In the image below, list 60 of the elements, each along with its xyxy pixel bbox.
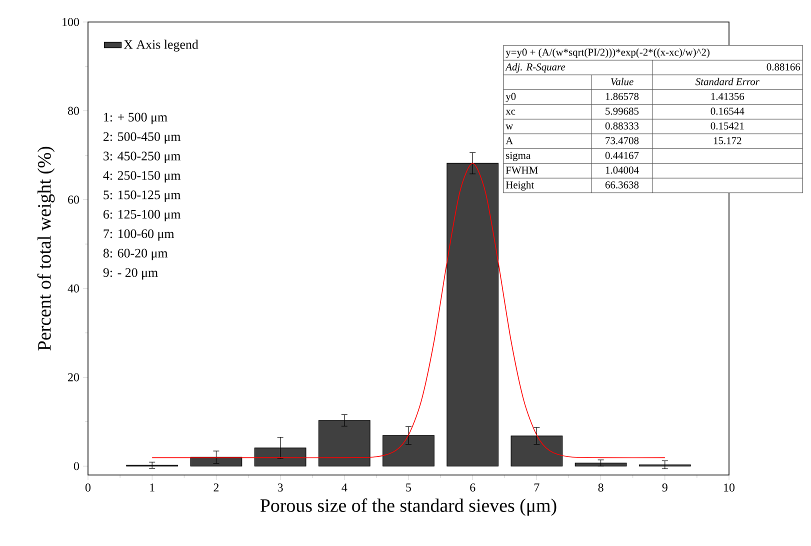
- y-tick-label: 60: [68, 196, 80, 204]
- annotation: 8: 60-20 μm: [103, 248, 168, 260]
- annotation: 1: + 500 μm: [104, 112, 168, 124]
- annotation: 73.4708: [606, 137, 639, 144]
- legend-label: X Axis legend: [124, 40, 198, 52]
- annotation: 0.44167: [605, 152, 639, 159]
- text: 0.88166: [766, 63, 800, 71]
- bar: [574, 462, 627, 466]
- annotation: Adj. R-Square: [505, 63, 566, 73]
- annotation: 1.86578: [606, 92, 639, 100]
- annotation: 1.41356: [711, 92, 744, 100]
- x-tick-label: 5: [406, 484, 412, 492]
- annotation: 6: 125-100 μm: [104, 210, 181, 222]
- x-tick-label: 6: [470, 484, 476, 492]
- annotation: 0.88333: [605, 122, 639, 130]
- y-tick-label: 80: [68, 106, 80, 115]
- annotation: *sqrt(PI/2))): [564, 48, 616, 58]
- annotation: y0: [506, 92, 516, 102]
- x-tick-label: 8: [598, 484, 604, 492]
- bar: [510, 436, 563, 466]
- annotation: xc: [506, 110, 516, 115]
- y-tick-label: 0: [74, 462, 80, 470]
- annotation: w: [506, 124, 514, 130]
- annotation: 5: 150-125 μm: [104, 190, 181, 202]
- x-tick-label: 9: [662, 484, 668, 492]
- x-tick-label: 3: [278, 484, 283, 492]
- y-tick-label: 40: [68, 284, 80, 292]
- annotation: 2: 500-450 μm: [104, 132, 181, 144]
- bar: [382, 435, 434, 466]
- x-axis-title: Porous size of the standard sieves (μm): [260, 498, 556, 516]
- annotation: *((x-xc)/w)^2): [648, 48, 710, 58]
- x-tick-label: 0: [85, 484, 91, 492]
- annotation: 3: 450-250 μm: [104, 152, 181, 164]
- annotation: Value: [610, 78, 634, 86]
- annotation: A: [506, 137, 514, 144]
- annotation: 9: - 20 μm: [103, 268, 158, 280]
- bar: [190, 456, 242, 466]
- annotation: FWHM: [506, 166, 538, 174]
- annotation: 0.15421: [710, 122, 744, 130]
- x-tick-label: 10: [724, 484, 735, 492]
- bar: [446, 162, 499, 466]
- y-axis-title: Percent of total weight (%): [37, 146, 55, 350]
- y-tick-label: 20: [68, 373, 80, 382]
- x-tick-label: 4: [342, 484, 348, 492]
- x-tick-label: 7: [534, 484, 540, 492]
- annotation: 66.3638: [605, 181, 639, 188]
- annotation: y=y0 + (A/(w: [506, 48, 564, 58]
- annotation: 5.99685: [606, 108, 639, 115]
- annotation: Standard Error: [696, 78, 760, 86]
- annotation: 1.04004: [606, 166, 639, 174]
- annotation: 0.16544: [710, 108, 744, 115]
- annotation: 4: 250-150 μm: [103, 171, 181, 182]
- x-tick-label: 1: [150, 484, 154, 492]
- annotation: 7: 100-60 μm: [104, 229, 174, 241]
- x-tick-label: 2: [214, 484, 219, 492]
- annotation: *exp(-2: [616, 48, 648, 58]
- annotation: Height: [506, 181, 534, 191]
- y-tick-label: 100: [62, 18, 80, 26]
- annotation: 15.172: [714, 137, 742, 144]
- annotation: sigma: [506, 152, 530, 162]
